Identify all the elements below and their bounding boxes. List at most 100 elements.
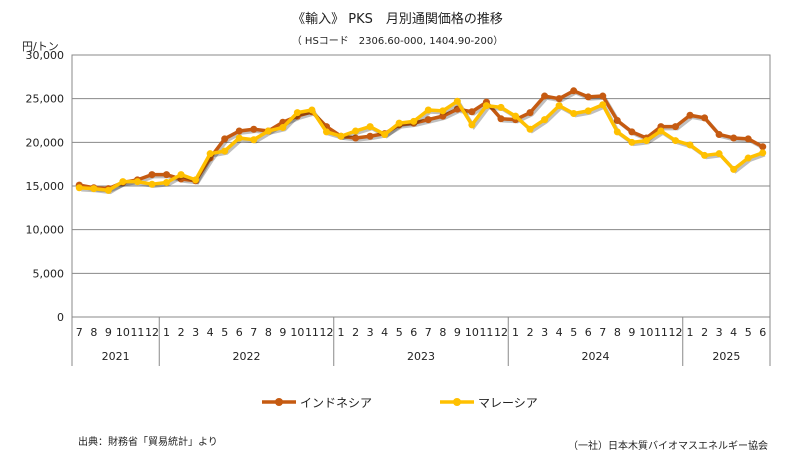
x-tick-label: 9 [454, 326, 461, 339]
x-tick-label: 8 [614, 326, 621, 339]
data-point [584, 107, 592, 115]
x-tick-label: 10 [116, 326, 130, 339]
x-year-label: 2025 [712, 350, 740, 363]
y-tick-label: 10,000 [26, 224, 65, 237]
x-tick-label: 7 [250, 326, 257, 339]
data-point [221, 147, 229, 155]
x-tick-label: 12 [494, 326, 508, 339]
data-point [730, 165, 738, 173]
data-point [439, 107, 447, 115]
x-tick-label: 9 [628, 326, 635, 339]
data-point [439, 112, 447, 120]
legend-marker [275, 398, 283, 406]
y-tick-label: 20,000 [26, 136, 65, 149]
data-point [715, 150, 723, 158]
data-point [250, 125, 258, 133]
x-tick-label: 10 [465, 326, 479, 339]
y-tick-label: 0 [57, 311, 64, 324]
data-point [104, 186, 112, 194]
data-point [366, 132, 374, 140]
data-point [613, 117, 621, 124]
data-point [235, 127, 243, 135]
data-point [264, 127, 272, 135]
data-point [671, 137, 679, 145]
y-tick-label: 5,000 [33, 267, 65, 280]
data-point [206, 150, 214, 158]
data-point [541, 116, 549, 124]
x-tick-label: 1 [338, 326, 345, 339]
x-tick-label: 4 [207, 326, 214, 339]
x-tick-label: 3 [367, 326, 374, 339]
data-point [759, 149, 767, 157]
data-point [759, 143, 767, 151]
data-point [526, 109, 534, 117]
data-point [599, 92, 607, 100]
data-point [555, 95, 563, 103]
data-point [642, 137, 650, 145]
x-tick-label: 2 [527, 326, 534, 339]
x-tick-label: 6 [585, 326, 592, 339]
data-point [352, 134, 360, 142]
data-point [337, 132, 345, 140]
x-tick-label: 3 [192, 326, 199, 339]
x-tick-label: 12 [319, 326, 333, 339]
data-point [410, 117, 418, 125]
data-point [468, 121, 476, 129]
data-point [686, 141, 694, 149]
data-point [584, 93, 592, 101]
data-point [701, 151, 709, 159]
x-tick-label: 3 [716, 326, 723, 339]
x-tick-label: 2 [352, 326, 359, 339]
data-point [628, 128, 636, 136]
data-point [613, 128, 621, 136]
x-year-label: 2023 [407, 350, 435, 363]
x-tick-label: 7 [76, 326, 83, 339]
data-point [497, 103, 505, 111]
y-tick-label: 30,000 [26, 49, 65, 62]
x-tick-label: 11 [479, 326, 493, 339]
data-point [468, 108, 476, 116]
x-tick-label: 8 [90, 326, 97, 339]
data-point [744, 135, 752, 143]
data-point [744, 154, 752, 162]
x-tick-label: 2 [701, 326, 708, 339]
data-point [163, 179, 171, 187]
x-tick-label: 7 [599, 326, 606, 339]
data-point [686, 111, 694, 119]
data-point [715, 130, 723, 138]
data-point [599, 101, 607, 109]
data-point [352, 127, 360, 135]
data-point [119, 178, 127, 186]
data-point [526, 125, 534, 133]
x-tick-label: 5 [570, 326, 577, 339]
data-point [657, 127, 665, 135]
y-tick-label: 25,000 [26, 93, 65, 106]
x-tick-label: 6 [410, 326, 417, 339]
chart-title: 《輸入》 PKS 月別通関価格の推移 [292, 12, 503, 27]
x-tick-label: 11 [654, 326, 668, 339]
data-point [148, 180, 156, 188]
data-point [293, 109, 301, 117]
x-tick-label: 3 [541, 326, 548, 339]
data-point [250, 136, 258, 144]
chart-subtitle: （ HSコード 2306.60-000, 1404.90-200） [291, 36, 504, 47]
data-point [395, 119, 403, 127]
x-tick-label: 5 [745, 326, 752, 339]
x-year-label: 2021 [102, 350, 130, 363]
x-tick-label: 7 [425, 326, 432, 339]
data-point [424, 106, 432, 114]
data-point [541, 92, 549, 100]
x-tick-label: 1 [512, 326, 519, 339]
x-year-label: 2024 [582, 350, 610, 363]
data-point [701, 114, 709, 122]
data-point [235, 134, 243, 142]
x-tick-label: 8 [265, 326, 272, 339]
x-tick-label: 8 [439, 326, 446, 339]
x-tick-label: 1 [163, 326, 170, 339]
legend-label: インドネシア [300, 396, 372, 410]
y-tick-label: 15,000 [26, 180, 65, 193]
data-point [482, 102, 490, 110]
x-year-label: 2022 [233, 350, 261, 363]
